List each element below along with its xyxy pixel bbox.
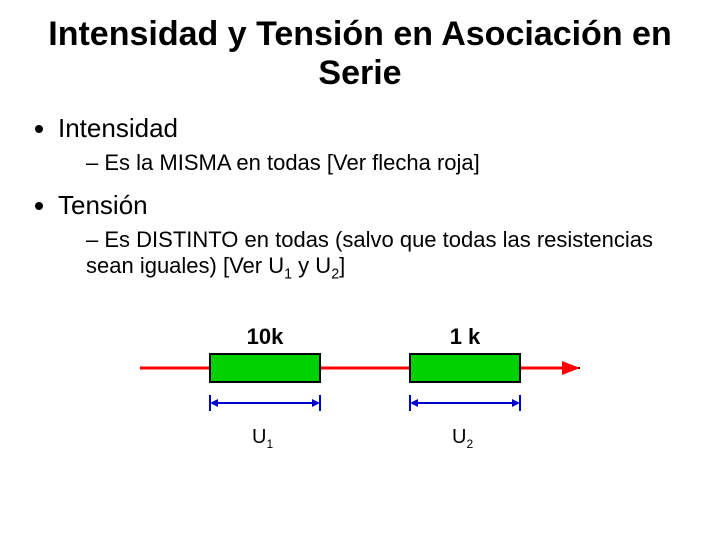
page-title: Intensidad y Tensión en Asociación en Se… xyxy=(30,15,690,93)
tension-sub-2: 2 xyxy=(331,267,339,283)
tension-sub-text-c: ] xyxy=(339,253,345,278)
bullet-intensidad: Intensidad Es la MISMA en todas [Ver fle… xyxy=(58,113,690,176)
svg-text:10k: 10k xyxy=(247,324,284,349)
bullet-tension-sub: Es DISTINTO en todas (salvo que todas la… xyxy=(86,227,690,282)
bullet-tension-label: Tensión xyxy=(58,190,148,220)
tension-sub-text-b: y U xyxy=(292,253,331,278)
svg-text:1 k: 1 k xyxy=(450,324,481,349)
u1-label: U1 xyxy=(252,426,273,451)
tension-sub-1: 1 xyxy=(284,267,292,283)
u2-text: U xyxy=(452,426,466,448)
u1-sub: 1 xyxy=(266,437,273,451)
u2-sub: 2 xyxy=(466,437,473,451)
bullet-tension: Tensión Es DISTINTO en todas (salvo que … xyxy=(58,190,690,282)
bullet-list: Intensidad Es la MISMA en todas [Ver fle… xyxy=(30,113,690,282)
bullet-intensidad-sub: Es la MISMA en todas [Ver flecha roja] xyxy=(86,150,690,176)
circuit-diagram: 10k1 k U1 U2 xyxy=(140,313,580,473)
circuit-svg: 10k 1 k xyxy=(140,313,580,433)
u2-label: U2 xyxy=(452,426,473,451)
tension-sub-text-a: Es DISTINTO en todas (salvo que todas la… xyxy=(86,227,653,278)
bullet-intensidad-label: Intensidad xyxy=(58,113,178,143)
u1-text: U xyxy=(252,426,266,448)
